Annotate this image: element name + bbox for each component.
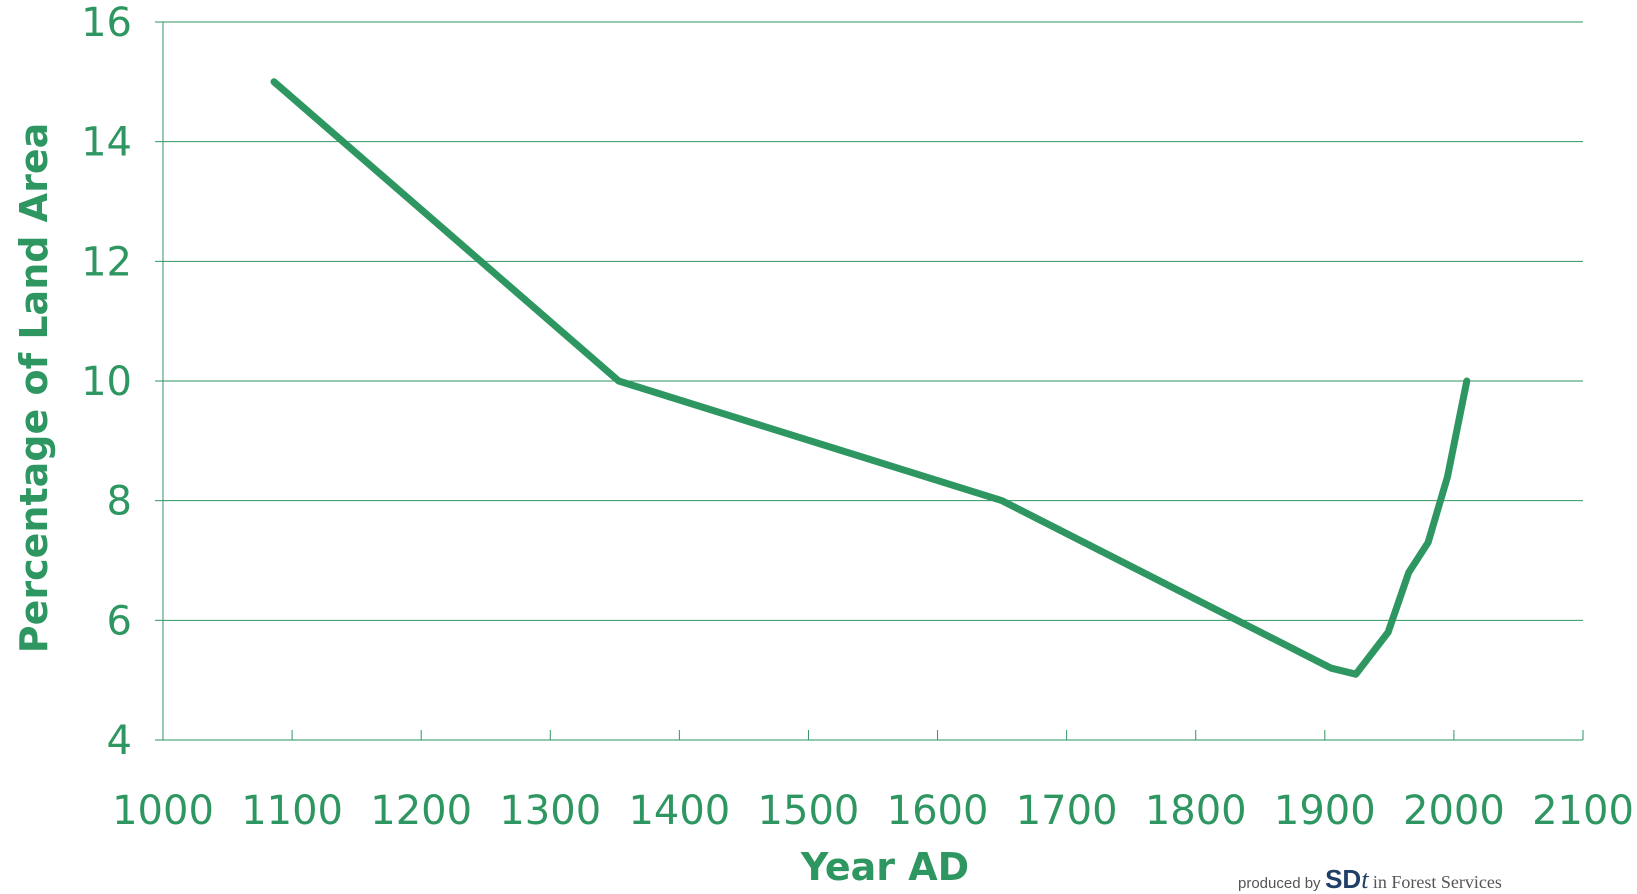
y-tick-label: 6: [107, 598, 132, 644]
x-tick-labels: 1000 1100 1200 1300 1400 1500 1600 1700 1800 1900…: [112, 788, 1634, 834]
y-axis-title: Percentage of Land Area: [12, 123, 56, 654]
x-tick-label: 1400: [628, 788, 730, 834]
x-tick-label: 1900: [1274, 788, 1376, 834]
y-tick-label: 16: [81, 0, 132, 46]
y-tick-label: 12: [81, 239, 132, 285]
credit-prefix: produced by: [1238, 875, 1321, 892]
x-axis-title: Year AD: [800, 845, 969, 889]
y-tick-label: 14: [81, 120, 132, 166]
credit-logo-mark: t: [1361, 865, 1369, 894]
credit: produced by SDt in Forest Services: [1238, 866, 1502, 894]
grid-lines: [163, 21, 1583, 621]
x-tick-label: 1000: [112, 788, 214, 834]
x-tick-label: 1800: [1145, 788, 1247, 834]
x-tick-label: 2000: [1403, 788, 1505, 834]
x-tick-label: 2100: [1532, 788, 1634, 834]
x-tick-label: 1700: [1016, 788, 1118, 834]
y-tick-label: 10: [81, 359, 132, 405]
x-tick-label: 1200: [370, 788, 472, 834]
x-tick-label: 1100: [241, 788, 343, 834]
credit-logo: SD: [1325, 864, 1362, 894]
x-tick-label: 1600: [887, 788, 989, 834]
y-tick-labels: 4 6 8 10 12 14 16: [81, 0, 132, 764]
axes: [155, 21, 1584, 741]
series-line: [270, 78, 1471, 678]
series-layer: [270, 78, 1471, 678]
x-tick-label: 1300: [499, 788, 601, 834]
y-tick-label: 8: [107, 479, 132, 525]
credit-suffix: in Forest Services: [1372, 872, 1502, 892]
y-tick-label: 4: [107, 718, 132, 764]
x-tick-label: 1500: [758, 788, 860, 834]
